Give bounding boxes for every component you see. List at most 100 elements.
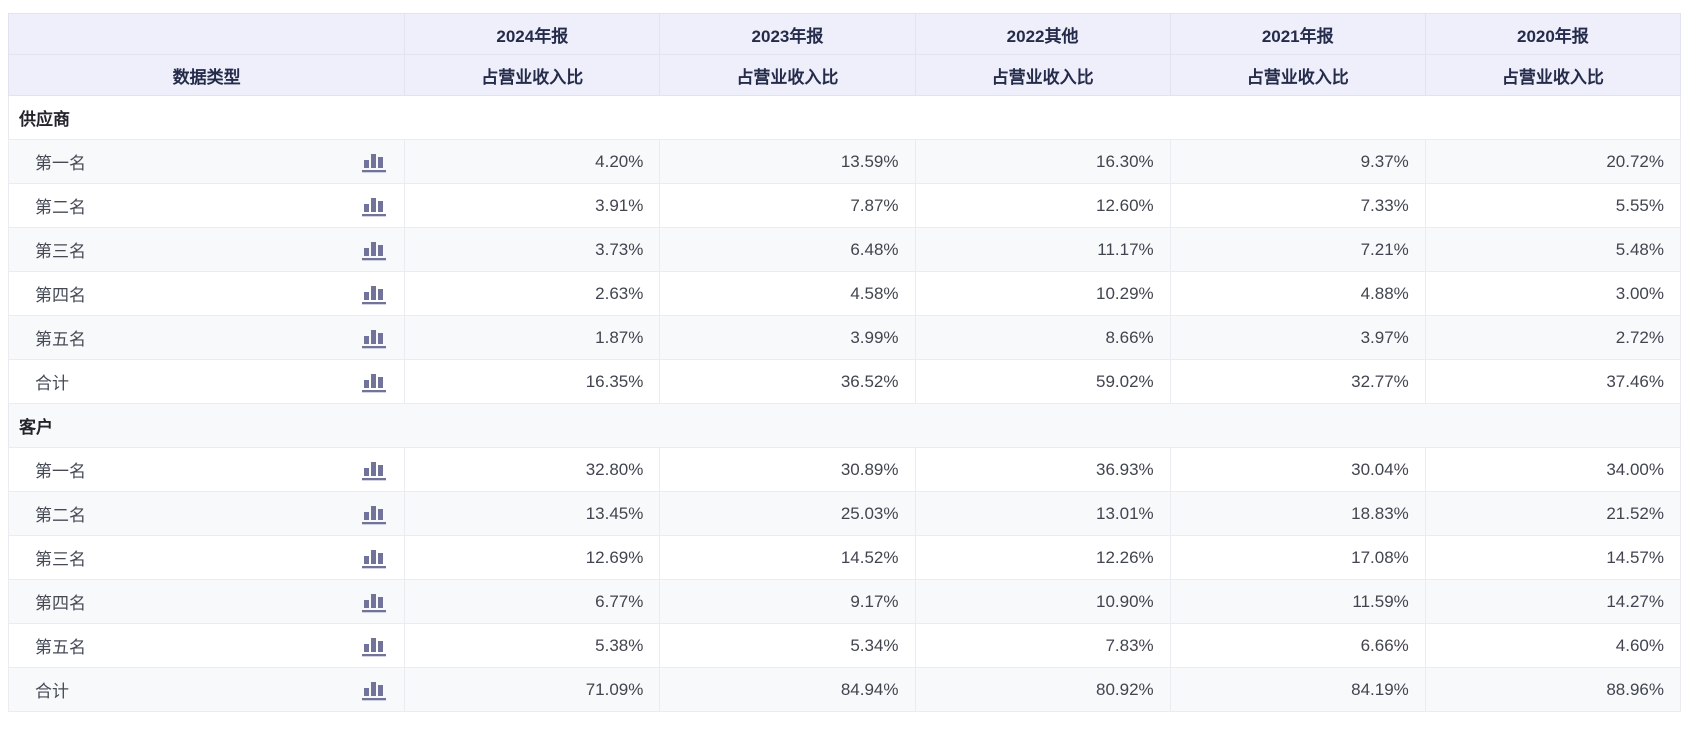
value-cell: 8.66% bbox=[914, 315, 1171, 360]
table-row-total: 合计 71.09% 84.94% 80.92% 84.19% 88.96% bbox=[7, 667, 1682, 712]
value-cell: 7.83% bbox=[914, 623, 1171, 668]
value-cell: 12.26% bbox=[914, 535, 1171, 580]
table-row: 第二名 13.45% 25.03% 13.01% 18.83% 21.52% bbox=[7, 491, 1682, 536]
value-cell: 30.89% bbox=[659, 447, 916, 492]
row-label: 第五名 bbox=[35, 330, 86, 349]
value-cell: 36.93% bbox=[914, 447, 1171, 492]
value-cell: 32.80% bbox=[404, 447, 661, 492]
value-cell: 13.59% bbox=[659, 139, 916, 184]
value-cell: 36.52% bbox=[659, 359, 916, 404]
table-row: 第三名 12.69% 14.52% 12.26% 17.08% 14.57% bbox=[7, 535, 1682, 580]
row-label: 第三名 bbox=[35, 550, 86, 569]
value-cell: 5.55% bbox=[1424, 183, 1682, 228]
value-cell: 5.34% bbox=[659, 623, 916, 668]
value-cell: 6.66% bbox=[1169, 623, 1426, 668]
row-label: 第一名 bbox=[35, 154, 86, 173]
bar-chart-icon[interactable] bbox=[360, 678, 388, 702]
column-header-2021: 2021年报 bbox=[1169, 13, 1426, 55]
section-title: 供应商 bbox=[8, 95, 1681, 140]
row-label: 第三名 bbox=[35, 242, 86, 261]
column-header-2022: 2022其他 bbox=[914, 13, 1171, 55]
table-row: 第四名 2.63% 4.58% 10.29% 4.88% 3.00% bbox=[7, 271, 1682, 316]
column-subheader-revenue-ratio: 占营业收入比 bbox=[659, 54, 916, 96]
column-subheader-revenue-ratio: 占营业收入比 bbox=[1424, 54, 1682, 96]
row-label: 第四名 bbox=[35, 286, 86, 305]
value-cell: 11.17% bbox=[914, 227, 1171, 272]
value-cell: 17.08% bbox=[1169, 535, 1426, 580]
bar-chart-icon[interactable] bbox=[360, 150, 388, 174]
value-cell: 14.27% bbox=[1424, 579, 1682, 624]
row-label: 合计 bbox=[35, 682, 69, 701]
value-cell: 20.72% bbox=[1424, 139, 1682, 184]
value-cell: 3.99% bbox=[659, 315, 916, 360]
value-cell: 30.04% bbox=[1169, 447, 1426, 492]
value-cell: 5.48% bbox=[1424, 227, 1682, 272]
bar-chart-icon[interactable] bbox=[360, 590, 388, 614]
section-header-supplier: 供应商 bbox=[8, 95, 1681, 140]
table-row: 第五名 5.38% 5.34% 7.83% 6.66% 4.60% bbox=[7, 623, 1682, 668]
table-header-years: 2024年报 2023年报 2022其他 2021年报 2020年报 bbox=[7, 13, 1682, 55]
value-cell: 4.58% bbox=[659, 271, 916, 316]
bar-chart-icon[interactable] bbox=[360, 634, 388, 658]
supplier-customer-concentration-table: 2024年报 2023年报 2022其他 2021年报 2020年报 数据类型 … bbox=[7, 13, 1682, 712]
table-row: 第一名 32.80% 30.89% 36.93% 30.04% 34.00% bbox=[7, 447, 1682, 492]
value-cell: 3.91% bbox=[404, 183, 661, 228]
value-cell: 84.94% bbox=[659, 667, 916, 712]
row-label: 第四名 bbox=[35, 594, 86, 613]
value-cell: 7.21% bbox=[1169, 227, 1426, 272]
bar-chart-icon[interactable] bbox=[360, 238, 388, 262]
bar-chart-icon[interactable] bbox=[360, 546, 388, 570]
row-label: 第一名 bbox=[35, 462, 86, 481]
value-cell: 88.96% bbox=[1424, 667, 1682, 712]
value-cell: 7.33% bbox=[1169, 183, 1426, 228]
value-cell: 18.83% bbox=[1169, 491, 1426, 536]
value-cell: 9.17% bbox=[659, 579, 916, 624]
bar-chart-icon[interactable] bbox=[360, 326, 388, 350]
value-cell: 2.72% bbox=[1424, 315, 1682, 360]
value-cell: 80.92% bbox=[914, 667, 1171, 712]
value-cell: 13.01% bbox=[914, 491, 1171, 536]
bar-chart-icon[interactable] bbox=[360, 502, 388, 526]
value-cell: 5.38% bbox=[404, 623, 661, 668]
value-cell: 59.02% bbox=[914, 359, 1171, 404]
table-row: 第五名 1.87% 3.99% 8.66% 3.97% 2.72% bbox=[7, 315, 1682, 360]
row-label: 第二名 bbox=[35, 506, 86, 525]
value-cell: 3.00% bbox=[1424, 271, 1682, 316]
value-cell: 12.69% bbox=[404, 535, 661, 580]
value-cell: 4.60% bbox=[1424, 623, 1682, 668]
column-header-2024: 2024年报 bbox=[404, 13, 661, 55]
table-header-metrics: 数据类型 占营业收入比 占营业收入比 占营业收入比 占营业收入比 占营业收入比 bbox=[7, 54, 1682, 96]
table-row-total: 合计 16.35% 36.52% 59.02% 32.77% 37.46% bbox=[7, 359, 1682, 404]
value-cell: 14.52% bbox=[659, 535, 916, 580]
row-label: 第五名 bbox=[35, 638, 86, 657]
value-cell: 71.09% bbox=[404, 667, 661, 712]
value-cell: 37.46% bbox=[1424, 359, 1682, 404]
value-cell: 3.97% bbox=[1169, 315, 1426, 360]
value-cell: 13.45% bbox=[404, 491, 661, 536]
bar-chart-icon[interactable] bbox=[360, 458, 388, 482]
table-row: 第一名 4.20% 13.59% 16.30% 9.37% 20.72% bbox=[7, 139, 1682, 184]
value-cell: 3.73% bbox=[404, 227, 661, 272]
value-cell: 6.77% bbox=[404, 579, 661, 624]
bar-chart-icon[interactable] bbox=[360, 194, 388, 218]
value-cell: 21.52% bbox=[1424, 491, 1682, 536]
value-cell: 12.60% bbox=[914, 183, 1171, 228]
column-header-data-type: 数据类型 bbox=[7, 54, 406, 96]
bar-chart-icon[interactable] bbox=[360, 370, 388, 394]
value-cell: 4.88% bbox=[1169, 271, 1426, 316]
column-subheader-revenue-ratio: 占营业收入比 bbox=[914, 54, 1171, 96]
value-cell: 16.35% bbox=[404, 359, 661, 404]
value-cell: 11.59% bbox=[1169, 579, 1426, 624]
table-row: 第三名 3.73% 6.48% 11.17% 7.21% 5.48% bbox=[7, 227, 1682, 272]
section-header-customer: 客户 bbox=[8, 403, 1681, 448]
value-cell: 9.37% bbox=[1169, 139, 1426, 184]
value-cell: 32.77% bbox=[1169, 359, 1426, 404]
column-header-2023: 2023年报 bbox=[659, 13, 916, 55]
value-cell: 14.57% bbox=[1424, 535, 1682, 580]
row-label: 第二名 bbox=[35, 198, 86, 217]
table-row: 第二名 3.91% 7.87% 12.60% 7.33% 5.55% bbox=[7, 183, 1682, 228]
value-cell: 1.87% bbox=[404, 315, 661, 360]
value-cell: 7.87% bbox=[659, 183, 916, 228]
bar-chart-icon[interactable] bbox=[360, 282, 388, 306]
